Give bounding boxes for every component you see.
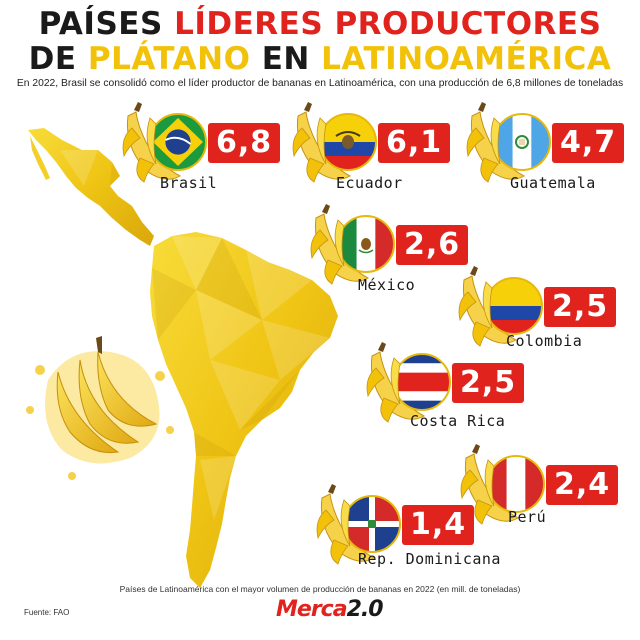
country-label: México bbox=[358, 276, 416, 294]
value-label: 2,4 bbox=[546, 465, 619, 505]
page-title-line-1: PAÍSES LÍDERES PRODUCTORES bbox=[0, 6, 640, 42]
banana-flag-icon bbox=[316, 484, 401, 565]
banana-flag-icon bbox=[458, 266, 543, 347]
banana-flag-icon bbox=[122, 102, 207, 183]
value-label: 6,1 bbox=[378, 123, 451, 163]
banana-splash-illustration bbox=[26, 336, 174, 480]
banana-flag-icon bbox=[466, 102, 551, 183]
country-label: Perú bbox=[508, 508, 547, 526]
title-part-highlight: LÍDERES PRODUCTORES bbox=[174, 6, 602, 42]
title-part-highlight: LATINOAMÉRICA bbox=[321, 41, 612, 77]
country-label: Costa Rica bbox=[410, 412, 506, 430]
value-label: 1,4 bbox=[402, 505, 475, 545]
value-label: 2,5 bbox=[544, 287, 617, 327]
banana-flag-icon bbox=[366, 342, 451, 423]
south-america-shape bbox=[150, 232, 338, 588]
country-label: Rep. Dominicana bbox=[358, 550, 501, 568]
entry-ecuador: 6,1 Ecuador bbox=[292, 98, 472, 192]
title-part: PAÍSES bbox=[38, 6, 175, 42]
entry-peru: 2,4 Perú bbox=[460, 440, 640, 530]
banana-flag-icon bbox=[460, 444, 545, 525]
value-label: 6,8 bbox=[208, 123, 281, 163]
value-label: 2,5 bbox=[452, 363, 525, 403]
value-label: 4,7 bbox=[552, 123, 625, 163]
banana-flag-icon bbox=[292, 102, 377, 183]
map-facets bbox=[60, 150, 330, 520]
source-label: Fuente: FAO bbox=[24, 608, 70, 617]
central-america-shape bbox=[28, 128, 154, 246]
country-label: Colombia bbox=[506, 332, 583, 350]
costa-rica-flag-icon bbox=[394, 354, 450, 410]
title-part-highlight: PLÁTANO bbox=[87, 41, 251, 77]
entry-costa-rica: 2,5 Costa Rica bbox=[366, 338, 546, 430]
footnote: Países de Latinoamérica con el mayor vol… bbox=[119, 584, 521, 594]
logo-number: 2.0 bbox=[346, 597, 384, 622]
entry-guatemala: 4,7 Guatemala bbox=[466, 98, 640, 192]
country-label: Guatemala bbox=[510, 174, 596, 192]
logo-text: Merca bbox=[276, 597, 348, 622]
entry-colombia: 2,5 Colombia bbox=[458, 262, 638, 352]
merca-logo: Merca2.0 bbox=[276, 597, 384, 622]
page-title-line-2: DE PLÁTANO EN LATINOAMÉRICA bbox=[0, 41, 640, 77]
brazil-flag-icon bbox=[150, 114, 206, 170]
country-label: Brasil bbox=[160, 174, 218, 192]
country-label: Ecuador bbox=[336, 174, 403, 192]
entry-rep-dominicana: 1,4 Rep. Dominicana bbox=[316, 480, 500, 570]
title-part: DE bbox=[28, 41, 88, 77]
subtitle: En 2022, Brasil se consolidó como el líd… bbox=[16, 78, 624, 89]
title-part: EN bbox=[250, 41, 322, 77]
entry-brasil: 6,8 Brasil bbox=[122, 98, 302, 192]
value-label: 2,6 bbox=[396, 225, 469, 265]
banana-flag-icon bbox=[310, 204, 395, 285]
baja-shape bbox=[30, 136, 50, 180]
map-shadows bbox=[110, 162, 300, 456]
entry-mexico: 2,6 México bbox=[310, 200, 490, 294]
